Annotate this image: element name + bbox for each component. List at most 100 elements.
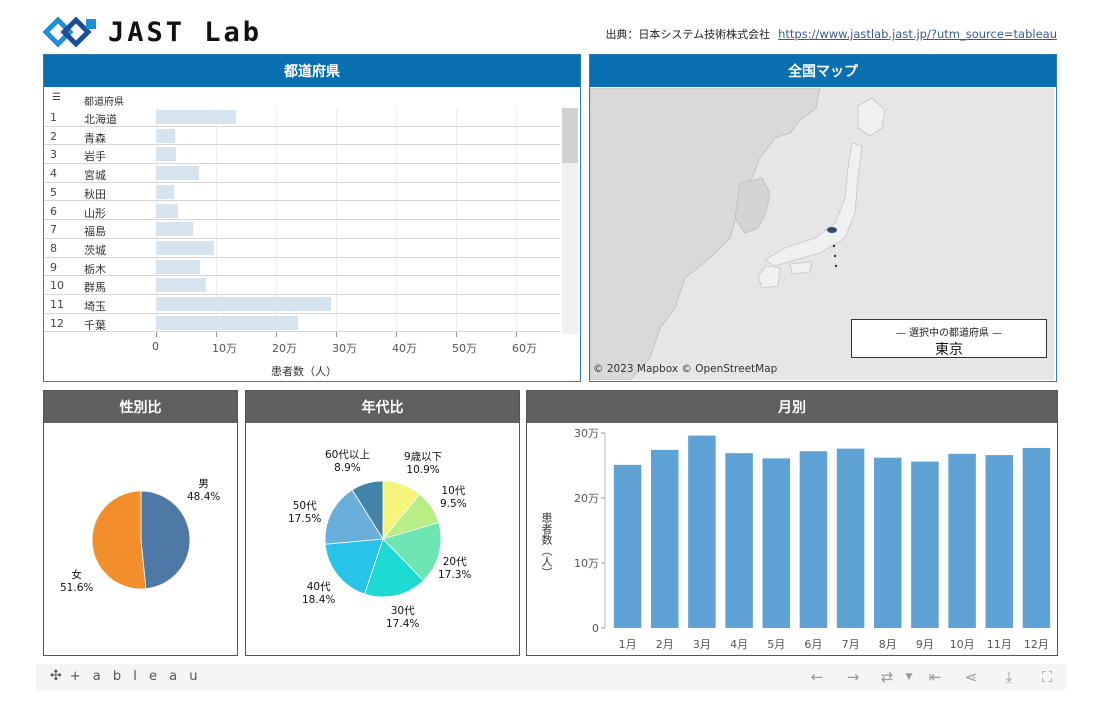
table-row[interactable]: 10 群馬 (44, 276, 560, 295)
prefecture-tick-mark (396, 332, 397, 337)
age-pie-slice[interactable] (364, 538, 424, 598)
table-row[interactable]: 9 栃木 (44, 258, 560, 277)
age-label-under9: 9歳以下 10.9% (404, 451, 443, 476)
prefecture-tick-label: 0 (152, 340, 159, 353)
row-prefecture-name: 秋田 (84, 187, 106, 201)
row-bar[interactable] (156, 278, 207, 293)
row-bar[interactable] (156, 203, 178, 218)
legend-title: — 選択中の都道府県 — (895, 328, 1003, 339)
table-row[interactable]: 5 秋田 (44, 183, 560, 202)
month-y-axis-label: 患者数（人） (540, 512, 553, 578)
month-bar[interactable] (1022, 447, 1051, 628)
month-bar[interactable] (613, 464, 642, 628)
month-bar[interactable] (873, 457, 902, 628)
month-bar[interactable] (911, 461, 939, 628)
month-bar[interactable] (725, 453, 753, 628)
source-credit: 出典：日本システム技術株式会社 https://www.jastlab.jast… (605, 26, 1057, 42)
month-x-tick-label: 8月 (879, 638, 897, 651)
row-bar[interactable] (156, 128, 176, 143)
age-pie-slice[interactable] (324, 489, 384, 545)
month-x-tick-label: 12月 (1024, 638, 1049, 651)
prefecture-gridline (456, 108, 457, 334)
redo-icon[interactable]: → (846, 668, 860, 686)
sort-icon[interactable]: ☰ (52, 92, 61, 103)
revert-dropdown-icon[interactable]: ▼ (905, 672, 913, 682)
gender-pie-slice[interactable] (140, 490, 191, 590)
table-row[interactable]: 1 北海道 (44, 108, 560, 127)
age-label-60plus: 60代以上 8.9% (325, 449, 370, 474)
month-bar[interactable] (985, 455, 1014, 628)
reset-icon[interactable]: ⇤ (928, 668, 942, 686)
row-bar[interactable] (156, 110, 236, 124)
month-bar-chart[interactable]: 0 10万 20万 30万 1月 2月 3月 4月 5月 6月 7月 8月 9月 10月 11月 12月 (527, 423, 1057, 655)
table-row[interactable]: 11 埼玉 (44, 295, 560, 314)
row-prefecture-name: 宮城 (84, 169, 106, 183)
age-pie-slice[interactable] (382, 522, 442, 582)
table-scrollbar[interactable] (562, 108, 578, 334)
map-attribution[interactable]: © 2023 Mapbox © OpenStreetMap (593, 363, 778, 375)
month-bar[interactable] (650, 449, 679, 628)
jast-lab-logo[interactable]: JAST Lab (42, 14, 272, 50)
gender-label-male: 男 48.4% (187, 478, 221, 503)
source-label: 出典：日本システム技術株式会社 (605, 28, 771, 41)
prefecture-gridline (156, 108, 157, 334)
row-prefecture-name: 北海道 (84, 113, 117, 126)
scrollbar-thumb[interactable] (562, 108, 578, 163)
tableau-logo[interactable]: ✣ + a b l e a u (50, 668, 201, 684)
table-row[interactable]: 3 岩手 (44, 145, 560, 165)
row-number: 11 (50, 298, 64, 311)
jast-logo-mark-icon (42, 16, 96, 48)
row-bar[interactable] (156, 222, 193, 237)
prefecture-tick-mark (516, 332, 517, 337)
table-row[interactable]: 6 山形 (44, 202, 560, 221)
gender-pie-slice[interactable] (91, 490, 147, 590)
month-bar[interactable] (799, 451, 828, 628)
row-bar[interactable] (156, 259, 201, 274)
source-link[interactable]: https://www.jastlab.jast.jp/?utm_source=… (778, 27, 1057, 41)
download-icon[interactable]: ⤓ (1005, 668, 1013, 686)
age-label-50s: 50代 17.5% (288, 500, 322, 525)
row-number: 10 (50, 279, 64, 293)
age-pie-slice[interactable] (351, 480, 384, 541)
row-bar[interactable] (156, 240, 214, 255)
prefecture-tick-label: 30万 (332, 342, 357, 355)
table-row[interactable]: 8 茨城 (44, 239, 560, 258)
undo-icon[interactable]: ← (810, 668, 824, 686)
japan-map[interactable] (590, 88, 1054, 380)
age-label-10s: 10代 9.5% (440, 485, 467, 510)
gender-pie-chart[interactable] (44, 423, 237, 655)
age-pie-slice[interactable] (324, 538, 384, 595)
month-x-tick-label: 6月 (804, 638, 822, 651)
month-bar[interactable] (836, 448, 865, 628)
row-bar[interactable] (156, 297, 332, 311)
gender-label-female: 女 51.6% (60, 569, 94, 594)
fullscreen-icon[interactable]: ⛶ (1041, 668, 1053, 686)
gender-panel-title: 性別比 (44, 391, 237, 423)
row-number: 3 (50, 148, 57, 162)
column-header-prefecture[interactable]: 都道府県 (84, 97, 124, 108)
row-number: 1 (50, 111, 57, 124)
month-x-tick-label: 2月 (656, 638, 674, 651)
prefecture-gridline (516, 108, 517, 334)
month-x-tick-label: 11月 (987, 638, 1012, 651)
share-icon[interactable]: ⋖ (964, 668, 978, 686)
table-row[interactable]: 12 千葉 (44, 314, 560, 333)
row-bar[interactable] (156, 166, 199, 181)
row-bar[interactable] (156, 184, 174, 199)
prefecture-tick-label: 60万 (512, 342, 537, 355)
month-bar[interactable] (948, 453, 976, 628)
table-row[interactable]: 7 福島 (44, 220, 560, 239)
revert-icon[interactable]: ⇄ (880, 668, 894, 686)
row-number: 4 (50, 167, 57, 181)
month-bar[interactable] (688, 435, 716, 628)
month-y-tick-label: 30万 (574, 427, 599, 440)
table-row[interactable]: 4 宮城 (44, 164, 560, 183)
row-bar[interactable] (156, 315, 299, 330)
row-number: 8 (50, 241, 57, 255)
age-pie-chart[interactable] (246, 423, 519, 655)
month-bar[interactable] (762, 458, 791, 628)
month-x-tick-label: 4月 (730, 638, 748, 651)
row-bar[interactable] (156, 147, 176, 162)
table-row[interactable]: 2 青森 (44, 127, 560, 146)
month-y-tick-label: 10万 (574, 557, 599, 570)
